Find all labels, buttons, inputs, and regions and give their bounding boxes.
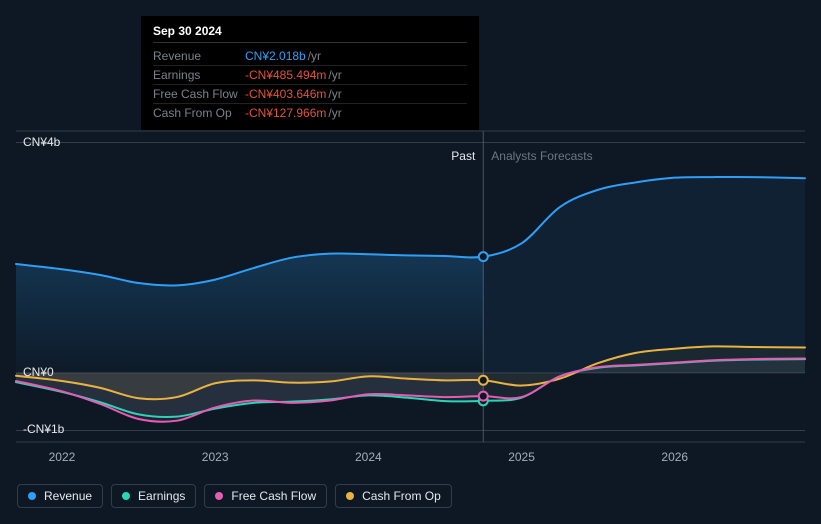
tooltip-date: Sep 30 2024	[153, 24, 467, 43]
tooltip-suffix: /yr	[328, 106, 341, 120]
label-forecast: Analysts Forecasts	[491, 149, 592, 163]
x-axis-tick: 2026	[661, 450, 688, 464]
chart-legend: Revenue Earnings Free Cash Flow Cash From O…	[17, 484, 452, 508]
tooltip-metric-label: Free Cash Flow	[153, 87, 245, 101]
tooltip-metric-value: CN¥2.018b	[245, 49, 306, 63]
label-past: Past	[451, 149, 475, 163]
tooltip-row: Cash From Op-CN¥127.966m/yr	[153, 104, 467, 122]
legend-item-revenue[interactable]: Revenue	[17, 484, 103, 508]
legend-dot-icon	[215, 492, 223, 500]
legend-item-free-cash-flow[interactable]: Free Cash Flow	[204, 484, 327, 508]
legend-dot-icon	[28, 492, 36, 500]
legend-label: Earnings	[138, 489, 185, 503]
legend-dot-icon	[122, 492, 130, 500]
tooltip-suffix: /yr	[328, 68, 341, 82]
tooltip-metric-label: Earnings	[153, 68, 245, 82]
x-axis-tick: 2022	[49, 450, 76, 464]
legend-item-earnings[interactable]: Earnings	[111, 484, 196, 508]
x-axis-tick: 2024	[355, 450, 382, 464]
legend-label: Free Cash Flow	[231, 489, 316, 503]
legend-label: Revenue	[44, 489, 92, 503]
tooltip-metric-value: -CN¥485.494m	[245, 68, 326, 82]
legend-dot-icon	[346, 492, 354, 500]
y-axis-tick: -CN¥1b	[23, 422, 64, 436]
tooltip-row: Earnings-CN¥485.494m/yr	[153, 66, 467, 85]
chart-tooltip: Sep 30 2024 RevenueCN¥2.018b/yrEarnings-…	[141, 16, 479, 130]
forecast-chart: CN¥4b CN¥0 -CN¥1b 2022 2023 2024 2025 2026 Pas…	[0, 0, 821, 524]
x-axis-tick: 2023	[202, 450, 229, 464]
tooltip-metric-value: -CN¥127.966m	[245, 106, 326, 120]
y-axis-tick: CN¥4b	[23, 135, 60, 149]
legend-label: Cash From Op	[362, 489, 441, 503]
tooltip-row: Free Cash Flow-CN¥403.646m/yr	[153, 85, 467, 104]
tooltip-row: RevenueCN¥2.018b/yr	[153, 47, 467, 66]
tooltip-metric-label: Cash From Op	[153, 106, 245, 120]
tooltip-suffix: /yr	[328, 87, 341, 101]
legend-item-cash-from-op[interactable]: Cash From Op	[335, 484, 452, 508]
tooltip-metric-value: -CN¥403.646m	[245, 87, 326, 101]
tooltip-metric-label: Revenue	[153, 49, 245, 63]
x-axis-tick: 2025	[508, 450, 535, 464]
y-axis-tick: CN¥0	[23, 365, 54, 379]
tooltip-suffix: /yr	[308, 49, 321, 63]
